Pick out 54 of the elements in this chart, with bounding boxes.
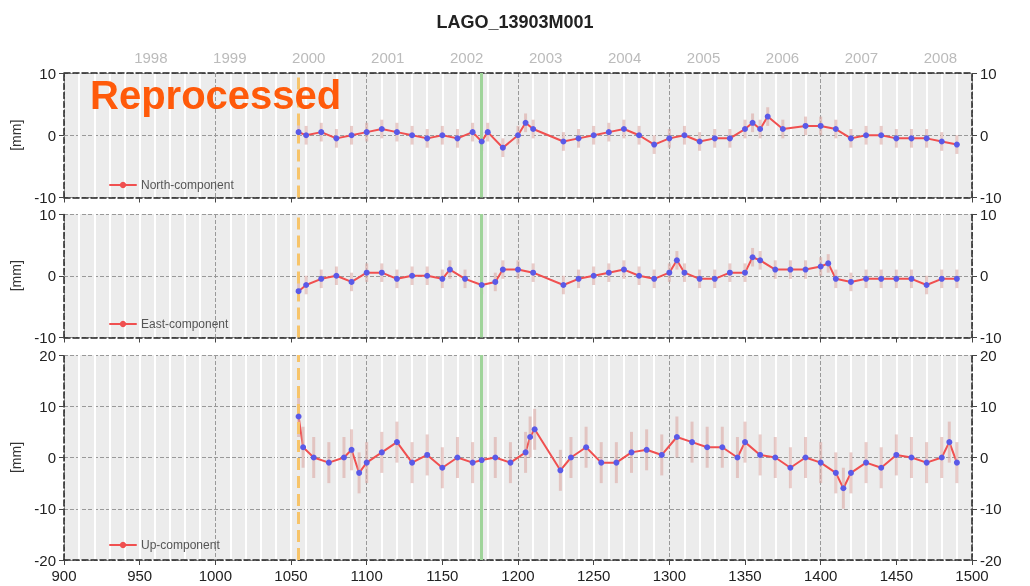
x-tick-label: 1250 bbox=[576, 567, 611, 584]
y2-tick-label: 10 bbox=[980, 397, 997, 415]
x-tick-label: 1000 bbox=[198, 567, 233, 584]
x-tick-label: 1150 bbox=[426, 567, 459, 584]
y-tick-label: -20 bbox=[34, 551, 56, 569]
x-tick-label: 1200 bbox=[501, 567, 535, 584]
legend-label: East-component bbox=[141, 317, 230, 331]
y-tick-label: -10 bbox=[34, 329, 56, 346]
y-tick-label: 0 bbox=[47, 267, 56, 285]
x2-tick-label: 2004 bbox=[607, 49, 642, 66]
y-tick-label: 0 bbox=[47, 449, 56, 466]
x2-tick-label: 2005 bbox=[686, 49, 721, 66]
y2-tick-label: 0 bbox=[980, 449, 989, 466]
y-axis-title: [mm] bbox=[8, 441, 25, 474]
x-tick-label: 1050 bbox=[274, 567, 308, 584]
y2-tick-label: 10 bbox=[980, 205, 997, 223]
x-tick-label: 1300 bbox=[652, 567, 687, 584]
y-axis-title: [mm] bbox=[8, 119, 25, 151]
annotation: Reprocessed bbox=[90, 73, 342, 117]
y-tick-label: 10 bbox=[39, 64, 56, 82]
y-tick-label: 10 bbox=[39, 205, 56, 223]
x-tick-label: 900 bbox=[51, 567, 77, 584]
y-tick-label: 10 bbox=[39, 397, 56, 415]
y-tick-label: -10 bbox=[34, 500, 56, 518]
x2-tick-label: 2007 bbox=[844, 49, 879, 66]
y2-tick-label: 0 bbox=[980, 126, 989, 144]
legend-label: North-component bbox=[141, 178, 235, 192]
x2-tick-label: 2000 bbox=[292, 49, 326, 66]
x-tick-label: 1350 bbox=[728, 567, 762, 584]
y-tick-label: 20 bbox=[39, 346, 56, 364]
y-tick-label: 0 bbox=[47, 126, 56, 144]
y-axis-title: [mm] bbox=[8, 260, 25, 292]
x2-tick-label: 2002 bbox=[449, 49, 484, 66]
x2-tick-label: 2006 bbox=[765, 49, 800, 66]
x-tick-label: 1500 bbox=[955, 567, 989, 584]
y2-tick-label: -20 bbox=[980, 551, 1002, 569]
y-tick-label: -10 bbox=[34, 189, 56, 206]
y2-tick-label: 0 bbox=[980, 267, 989, 285]
y2-tick-label: -10 bbox=[980, 329, 1002, 346]
legend-label: Up-component bbox=[141, 538, 221, 552]
y2-tick-label: -10 bbox=[980, 500, 1002, 518]
chart-title: LAGO_13903M001 bbox=[436, 12, 594, 32]
y2-tick-label: 20 bbox=[980, 346, 997, 364]
y2-tick-label: 10 bbox=[980, 64, 997, 82]
x2-tick-label: 2003 bbox=[528, 49, 563, 66]
x2-tick-label: 1998 bbox=[134, 49, 168, 66]
x2-tick-label: 2008 bbox=[923, 49, 958, 66]
x-tick-label: 1450 bbox=[879, 567, 914, 584]
x2-tick-label: 1999 bbox=[213, 49, 247, 66]
y2-tick-label: -10 bbox=[980, 189, 1002, 206]
x2-tick-label: 2001 bbox=[371, 49, 405, 66]
x-tick-label: 950 bbox=[127, 567, 153, 584]
x-tick-label: 1400 bbox=[803, 567, 838, 584]
x-tick-label: 1100 bbox=[350, 567, 383, 584]
